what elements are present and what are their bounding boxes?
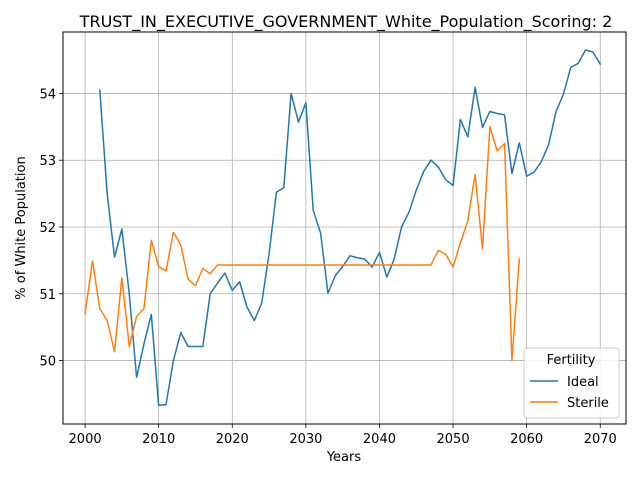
- legend-title: Fertility: [547, 353, 596, 368]
- x-axis-label: Years: [326, 450, 362, 465]
- x-tick-label: 2000: [69, 432, 102, 447]
- chart-title: TRUST_IN_EXECUTIVE_GOVERNMENT_White_Popu…: [79, 12, 613, 32]
- series-line-ideal: [98, 49, 602, 407]
- legend-label-ideal: Ideal: [567, 375, 599, 390]
- x-tick-label: 2010: [142, 432, 175, 447]
- series-lines: [84, 49, 602, 407]
- y-tick-label: 52: [39, 221, 56, 236]
- legend-label-sterile: Sterile: [567, 396, 609, 411]
- grid-lines: [63, 32, 626, 424]
- legend: Fertility Ideal Sterile: [523, 347, 620, 419]
- x-tick-label: 2070: [584, 432, 617, 447]
- y-tick-label: 53: [39, 154, 56, 169]
- y-tick-label: 54: [39, 87, 56, 102]
- series-line-sterile: [84, 126, 521, 362]
- y-tick-label: 50: [39, 355, 56, 370]
- plot-frame: [62, 31, 627, 425]
- axis-ticks: 2000 2010 2020 2030 2040 2050 2060 2070 50 51 52 53…: [39, 87, 616, 447]
- y-axis-label: % of White Population: [14, 156, 29, 299]
- x-tick-label: 2030: [289, 432, 322, 447]
- x-tick-label: 2040: [363, 432, 396, 447]
- x-tick-label: 2020: [216, 432, 249, 447]
- x-tick-label: 2060: [510, 432, 543, 447]
- x-tick-label: 2050: [437, 432, 470, 447]
- legend-box: [523, 347, 620, 419]
- y-tick-label: 51: [39, 288, 56, 303]
